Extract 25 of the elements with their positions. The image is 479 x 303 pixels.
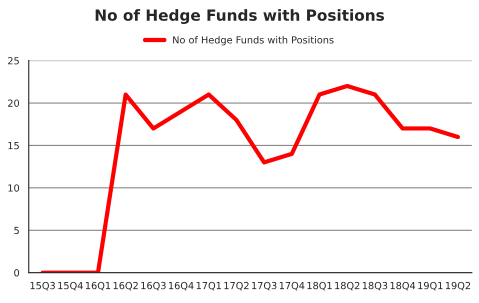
y-tick-label: 5 bbox=[14, 226, 19, 234]
y-tick-label: 0 bbox=[14, 269, 20, 277]
x-tick-label: 16Q2 bbox=[114, 282, 138, 290]
x-tick-label: 17Q4 bbox=[280, 282, 304, 290]
y-tick-label: 25 bbox=[8, 57, 19, 64]
legend-label: No of Hedge Funds with Positions bbox=[173, 36, 334, 46]
x-tick-label: 15Q3 bbox=[30, 282, 55, 290]
x-tick-label: 17Q3 bbox=[252, 282, 276, 290]
x-tick-label: 16Q3 bbox=[141, 282, 166, 290]
x-tick-label: 19Q2 bbox=[446, 282, 470, 290]
chart-title: No of Hedge Funds with Positions bbox=[96, 9, 384, 24]
x-tick-label: 18Q4 bbox=[390, 282, 416, 290]
x-tick-label: 19Q1 bbox=[418, 282, 442, 290]
y-tick-label: 20 bbox=[8, 100, 20, 107]
x-tick-label: 15Q4 bbox=[58, 282, 83, 290]
line-series bbox=[40, 84, 460, 273]
x-tick-label: 18Q1 bbox=[307, 282, 332, 290]
x-tick-label: 16Q4 bbox=[169, 282, 194, 290]
x-tick-label: 16Q1 bbox=[86, 282, 110, 290]
y-tick-label: 10 bbox=[8, 184, 20, 192]
x-tick-label: 18Q2 bbox=[335, 282, 360, 290]
y-tick-label: 15 bbox=[8, 142, 19, 150]
x-tick-label: 18Q3 bbox=[362, 282, 388, 290]
x-tick-label: 17Q1 bbox=[196, 282, 221, 290]
x-tick-label: 17Q2 bbox=[224, 282, 249, 290]
